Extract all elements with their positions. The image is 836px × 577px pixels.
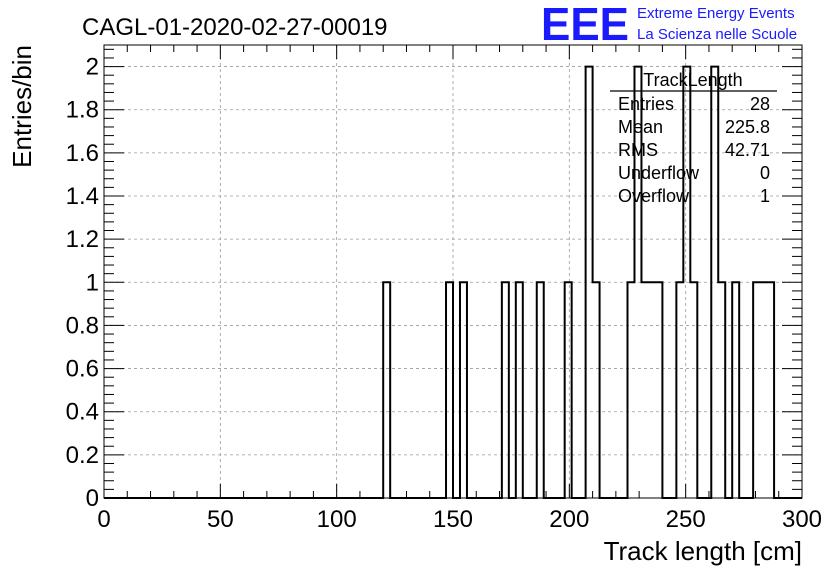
y-tick-label: 1.6	[66, 140, 99, 167]
x-tick-label: 100	[317, 506, 357, 533]
x-tick-labels: 0 50 100 150 200 250 300	[97, 506, 822, 533]
stats-title: TrackLength	[643, 70, 742, 90]
y-tick-label: 2	[86, 54, 99, 81]
y-tick-label: 1.4	[66, 183, 99, 210]
x-tick-label: 250	[666, 506, 706, 533]
histogram-bin	[628, 282, 635, 498]
run-title: CAGL-01-2020-02-27-00019	[82, 14, 388, 41]
y-tick-label: 1.8	[66, 97, 99, 124]
histogram-bin	[655, 282, 662, 498]
eee-logo: EEE	[541, 0, 629, 50]
x-tick-label: 150	[433, 506, 473, 533]
histogram-bin	[732, 282, 739, 498]
histogram-bin	[537, 282, 544, 498]
histogram-bin	[460, 282, 467, 498]
histogram-bin	[593, 282, 600, 498]
histogram-bin	[718, 282, 725, 498]
y-tick-label: 0.4	[66, 399, 99, 426]
y-tick-label: 1	[86, 269, 99, 296]
stats-label-rms: RMS	[618, 140, 658, 160]
histogram-bin	[446, 282, 453, 498]
y-tick-label: 0.6	[66, 356, 99, 383]
stats-label-overflow: Overflow	[618, 186, 690, 206]
stats-value-underflow: 0	[760, 163, 770, 183]
histogram-bin	[648, 282, 655, 498]
stats-value-rms: 42.71	[725, 140, 770, 160]
logo-line-1: Extreme Energy Events	[637, 5, 795, 22]
x-tick-label: 200	[549, 506, 589, 533]
stats-value-overflow: 1	[760, 186, 770, 206]
y-tick-label: 1.2	[66, 226, 99, 253]
histogram-bin	[760, 282, 767, 498]
stats-label-entries: Entries	[618, 94, 674, 114]
y-tick-label: 0	[86, 485, 99, 512]
stats-label-underflow: Underflow	[618, 163, 700, 183]
histogram-bin	[565, 282, 572, 498]
stats-box: TrackLength Entries 28 Mean 225.8 RMS 42…	[610, 70, 777, 206]
y-tick-label: 0.8	[66, 312, 99, 339]
stats-value-entries: 28	[750, 94, 770, 114]
stats-label-mean: Mean	[618, 117, 663, 137]
histogram-bin	[676, 282, 683, 498]
axis-ticks	[103, 45, 803, 499]
x-tick-label: 300	[782, 506, 822, 533]
stats-value-mean: 225.8	[725, 117, 770, 137]
x-tick-label: 50	[207, 506, 234, 533]
histogram-bin	[641, 282, 648, 498]
y-axis-label: Entries/bin	[7, 45, 37, 168]
logo-line-2: La Scienza nelle Scuole	[637, 26, 797, 43]
histogram-bin	[502, 282, 509, 498]
histogram-bin	[690, 282, 697, 498]
y-tick-label: 0.2	[66, 442, 99, 469]
histogram-bin	[753, 282, 760, 498]
histogram-bin	[767, 282, 774, 498]
y-tick-labels: 0 0.2 0.4 0.6 0.8 1 1.2 1.4 1.6 1.8 2	[66, 54, 99, 512]
histogram-bin	[383, 282, 390, 498]
x-tick-label: 0	[97, 506, 110, 533]
x-axis-label: Track length [cm]	[604, 536, 802, 566]
histogram-bin	[516, 282, 523, 498]
